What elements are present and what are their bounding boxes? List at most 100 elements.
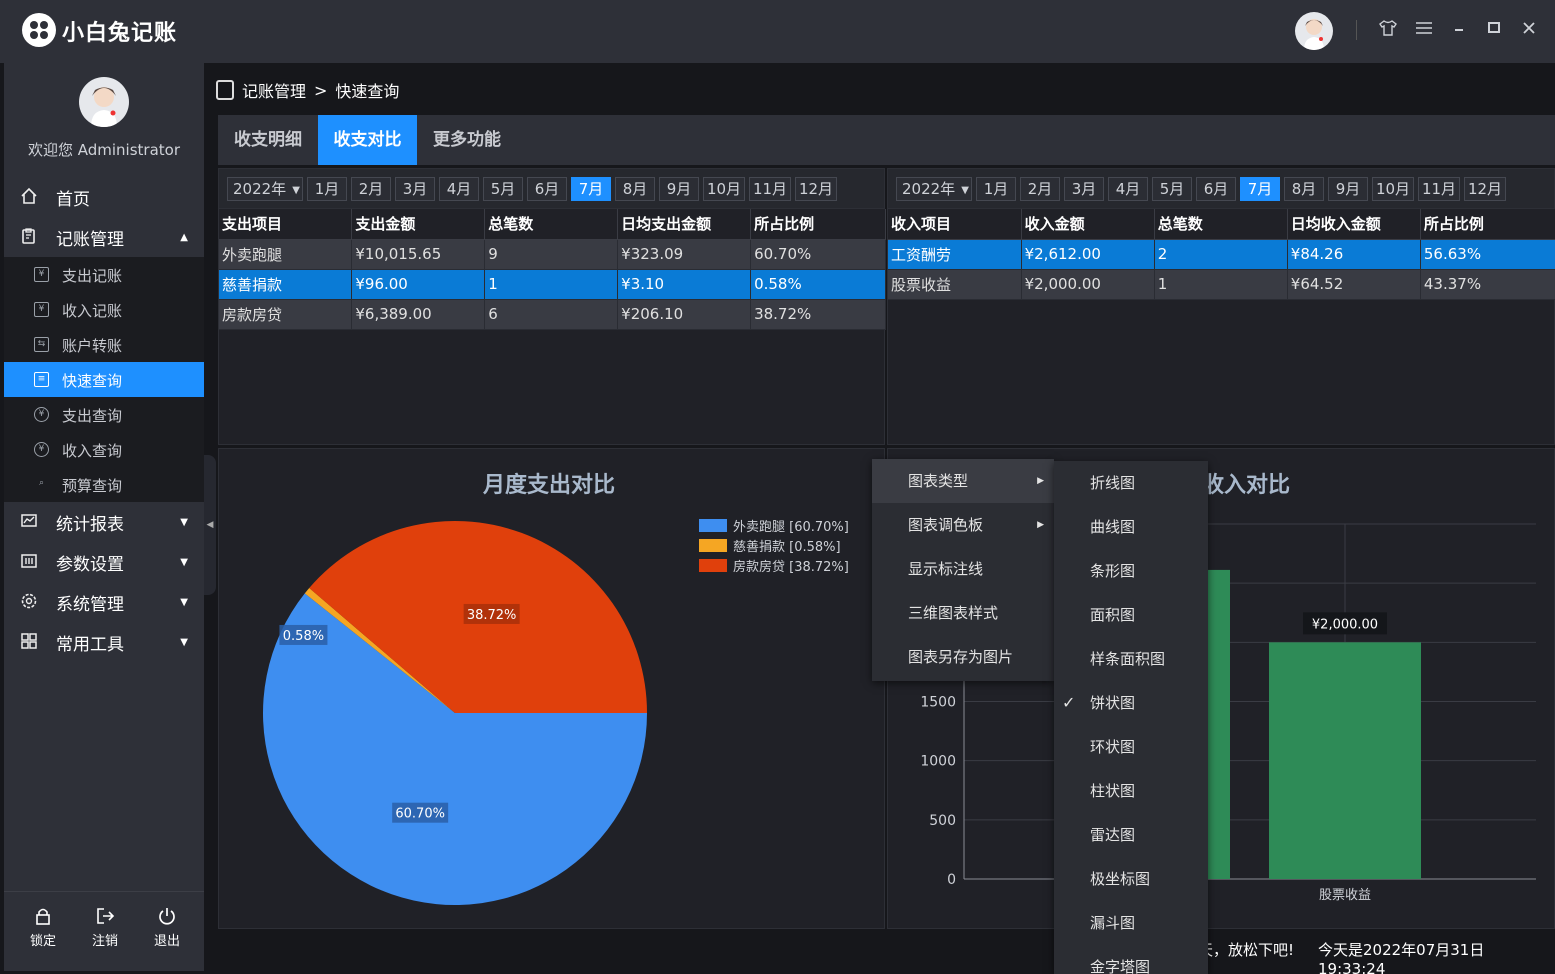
sidebar-item-reports[interactable]: 统计报表 ▼ <box>4 502 204 542</box>
month-button[interactable]: 12月 <box>1464 176 1506 201</box>
shirt-icon[interactable] <box>1376 18 1400 42</box>
month-button[interactable]: 9月 <box>1328 176 1368 201</box>
sidebar-item-ledger[interactable]: 记账管理 ▲ <box>4 217 204 257</box>
month-button[interactable]: 3月 <box>395 176 435 201</box>
pie-slice[interactable] <box>263 593 647 905</box>
column-header[interactable]: 收入金额 <box>1021 209 1155 240</box>
chart-type-option[interactable]: 样条面积图 <box>1054 637 1208 681</box>
pie-slice[interactable] <box>304 588 455 713</box>
tab-more[interactable]: 更多功能 <box>433 130 501 150</box>
chart-type-option[interactable]: 折线图 <box>1054 461 1208 505</box>
column-header[interactable]: 支出金额 <box>351 209 486 240</box>
expense-query-icon: ¥ <box>34 407 49 422</box>
column-header[interactable]: 收入项目 <box>888 209 1022 240</box>
column-header[interactable]: 总笔数 <box>1154 209 1288 240</box>
context-menu-item[interactable]: 三维图表样式 <box>872 591 1054 635</box>
month-button[interactable]: 8月 <box>1284 176 1324 201</box>
chart-type-option[interactable]: 金字塔图 <box>1054 945 1208 974</box>
month-button[interactable]: 2月 <box>351 176 391 201</box>
month-button[interactable]: 2月 <box>1020 176 1060 201</box>
sidebar-item-quick-query[interactable]: ≡ 快速查询 <box>4 362 204 397</box>
context-menu-item[interactable]: 图表调色板 ▶ <box>872 503 1054 547</box>
month-button[interactable]: 11月 <box>749 176 791 201</box>
month-button[interactable]: 4月 <box>1108 176 1148 201</box>
month-button[interactable]: 6月 <box>1196 176 1236 201</box>
chart-type-option[interactable]: 雷达图 <box>1054 813 1208 857</box>
logout-icon <box>80 906 130 930</box>
sidebar-item-tools[interactable]: 常用工具 ▼ <box>4 622 204 662</box>
sidebar-item-income-entry[interactable]: ¥ 收入记账 <box>4 292 204 327</box>
lock-button[interactable]: 锁定 <box>18 906 68 949</box>
tab-compare[interactable]: 收支对比 <box>318 115 417 165</box>
maximize-icon[interactable] <box>1482 18 1506 42</box>
month-button[interactable]: 10月 <box>703 176 745 201</box>
chart-type-option[interactable]: 环状图 <box>1054 725 1208 769</box>
sidebar-item-budget-query[interactable]: ⌕ 预算查询 <box>4 467 204 502</box>
table-row[interactable]: 慈善捐款 ¥96.00 1 ¥3.10 0.58% <box>219 269 886 300</box>
exit-button[interactable]: 退出 <box>142 906 192 949</box>
month-button[interactable]: 6月 <box>527 176 567 201</box>
month-button[interactable]: 9月 <box>659 176 699 201</box>
menu-icon[interactable] <box>1412 18 1436 42</box>
column-header[interactable]: 总笔数 <box>484 209 619 240</box>
sidebar-avatar[interactable] <box>79 77 129 127</box>
menu-item-label: 图表调色板 <box>908 516 984 534</box>
context-menu-item[interactable]: 图表另存为图片 <box>872 635 1054 679</box>
chart-type-option[interactable]: 漏斗图 <box>1054 901 1208 945</box>
table-row[interactable]: 股票收益 ¥2,000.00 1 ¥64.52 43.37% <box>888 269 1555 300</box>
chart-type-option[interactable]: ✓ 饼状图 <box>1054 681 1208 725</box>
month-button[interactable]: 5月 <box>1152 176 1192 201</box>
sidebar-collapse-handle[interactable]: ◀ <box>204 455 216 595</box>
expense-year-select[interactable]: 2022年 ▼ <box>227 176 303 201</box>
legend-label: 房款房贷 [38.72%] <box>733 559 849 575</box>
month-button[interactable]: 1月 <box>976 176 1016 201</box>
tab-details[interactable]: 收支明细 <box>234 130 302 150</box>
column-header[interactable]: 所占比例 <box>1420 209 1555 240</box>
income-year-select[interactable]: 2022年 ▼ <box>896 176 972 201</box>
month-button[interactable]: 1月 <box>307 176 347 201</box>
month-button[interactable]: 4月 <box>439 176 479 201</box>
column-header[interactable]: 日均支出金额 <box>617 209 752 240</box>
user-avatar[interactable] <box>1295 12 1333 50</box>
sidebar-item-expense-entry[interactable]: ¥ 支出记账 <box>4 257 204 292</box>
chart-type-option[interactable]: 条形图 <box>1054 549 1208 593</box>
context-menu-item[interactable]: 显示标注线 <box>872 547 1054 591</box>
month-button[interactable]: 7月 <box>571 176 611 201</box>
column-header[interactable]: 所占比例 <box>750 209 886 240</box>
chart-type-option[interactable]: 柱状图 <box>1054 769 1208 813</box>
breadcrumb-parent[interactable]: 记账管理 <box>242 82 307 101</box>
chart-type-option[interactable]: 面积图 <box>1054 593 1208 637</box>
month-button[interactable]: 7月 <box>1240 176 1280 201</box>
minimize-icon[interactable] <box>1447 18 1471 42</box>
month-button[interactable]: 8月 <box>615 176 655 201</box>
income-table: 收入项目 收入金额 总笔数 日均收入金额 所占比例 工资酬劳 ¥2,612.00 2 ¥84.… <box>888 209 1555 300</box>
context-menu-item[interactable]: 图表类型 ▶ <box>872 459 1054 503</box>
sidebar-item-account-transfer[interactable]: ⇆ 账户转账 <box>4 327 204 362</box>
legend-swatch <box>699 518 727 532</box>
logout-button[interactable]: 注销 <box>80 906 130 949</box>
month-button[interactable]: 11月 <box>1418 176 1460 201</box>
table-cell: 2 <box>1154 239 1288 270</box>
chart-type-option[interactable]: 极坐标图 <box>1054 857 1208 901</box>
sidebar-item-home[interactable]: 首页 <box>4 177 204 217</box>
sidebar-item-params[interactable]: 参数设置 ▼ <box>4 542 204 582</box>
sidebar-item-income-query[interactable]: ¥ 收入查询 <box>4 432 204 467</box>
pie-chart[interactable]: 60.70% 0.58% 38.72% <box>219 449 886 930</box>
table-row[interactable]: 房款房贷 ¥6,389.00 6 ¥206.10 38.72% <box>219 299 886 330</box>
month-button[interactable]: 12月 <box>795 176 837 201</box>
column-header[interactable]: 支出项目 <box>219 209 353 240</box>
close-icon[interactable] <box>1517 18 1541 42</box>
sidebar-item-system[interactable]: 系统管理 ▼ <box>4 582 204 622</box>
lock-label: 锁定 <box>29 934 56 949</box>
table-row[interactable]: 外卖跑腿 ¥10,015.65 9 ¥323.09 60.70% <box>219 239 886 270</box>
welcome-text: 欢迎您 Administrator <box>27 141 181 159</box>
month-button[interactable]: 10月 <box>1372 176 1414 201</box>
home-icon <box>19 187 39 207</box>
sidebar-item-expense-query[interactable]: ¥ 支出查询 <box>4 397 204 432</box>
chart-type-option[interactable]: 曲线图 <box>1054 505 1208 549</box>
table-row[interactable]: 工资酬劳 ¥2,612.00 2 ¥84.26 56.63% <box>888 239 1555 270</box>
month-button[interactable]: 3月 <box>1064 176 1104 201</box>
column-header[interactable]: 日均收入金额 <box>1287 209 1421 240</box>
bar[interactable] <box>1269 642 1421 879</box>
month-button[interactable]: 5月 <box>483 176 523 201</box>
